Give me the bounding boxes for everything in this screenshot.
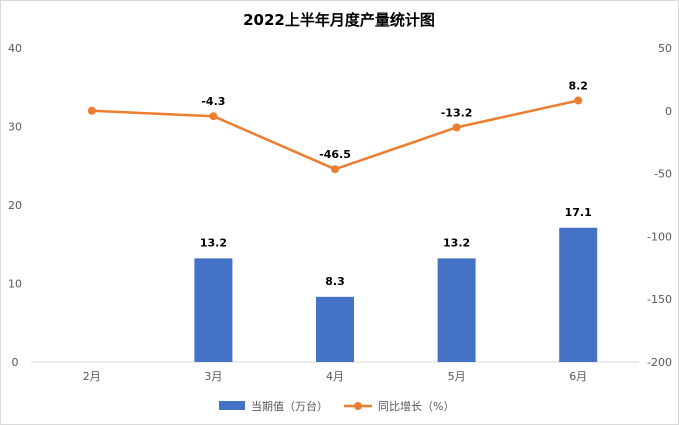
line-data-label: -13.2 bbox=[441, 106, 473, 119]
line-point bbox=[87, 106, 96, 115]
x-tick-label: 3月 bbox=[204, 370, 222, 383]
x-tick-label: 4月 bbox=[326, 370, 344, 383]
bar bbox=[437, 258, 476, 362]
legend-line-marker bbox=[354, 402, 362, 410]
bar-data-label: 17.1 bbox=[565, 206, 592, 219]
y-left-tick-label: 20 bbox=[8, 199, 22, 212]
y-right-tick-label: 0 bbox=[665, 105, 672, 118]
bar-data-label: 13.2 bbox=[443, 236, 470, 249]
line-point bbox=[574, 96, 583, 105]
y-right-tick-label: -50 bbox=[654, 168, 672, 181]
legend-bar-swatch bbox=[219, 401, 245, 410]
bar-data-label: 13.2 bbox=[200, 236, 227, 249]
y-left-tick-label: 40 bbox=[8, 42, 22, 55]
line-data-label: 8.2 bbox=[568, 80, 588, 93]
bar bbox=[194, 258, 233, 362]
line-point bbox=[209, 112, 218, 121]
bar bbox=[559, 227, 598, 362]
plot-area: 0 10 20 30 40 -200 -150 -100 -50 0 50 2月 3月 4月 5月 6月 13.… bbox=[8, 42, 672, 383]
line-data-label: -4.3 bbox=[201, 95, 225, 108]
y-right-tick-label: 50 bbox=[658, 42, 672, 55]
line-point bbox=[452, 123, 461, 132]
chart-title: 2022上半年月度产量统计图 bbox=[243, 11, 435, 29]
y-left-tick-label: 0 bbox=[12, 356, 19, 369]
legend: 当期值（万台） 同比增长（%） bbox=[219, 399, 454, 413]
y-right-tick-label: -100 bbox=[647, 230, 672, 243]
x-tick-label: 2月 bbox=[83, 370, 101, 383]
bar bbox=[316, 296, 354, 362]
y-right-tick-label: -150 bbox=[647, 293, 672, 306]
x-tick-label: 6月 bbox=[569, 370, 587, 383]
x-tick-label: 5月 bbox=[448, 370, 466, 383]
legend-bar-label: 当期值（万台） bbox=[251, 399, 328, 413]
y-left-tick-label: 30 bbox=[8, 121, 22, 134]
y-left-tick-label: 10 bbox=[8, 278, 22, 291]
legend-line-label: 同比增长（%） bbox=[378, 399, 454, 413]
line-data-label: -46.5 bbox=[319, 148, 351, 161]
line-point bbox=[331, 165, 339, 174]
bar-data-label: 8.3 bbox=[325, 275, 345, 288]
y-right-tick-label: -200 bbox=[647, 356, 672, 369]
